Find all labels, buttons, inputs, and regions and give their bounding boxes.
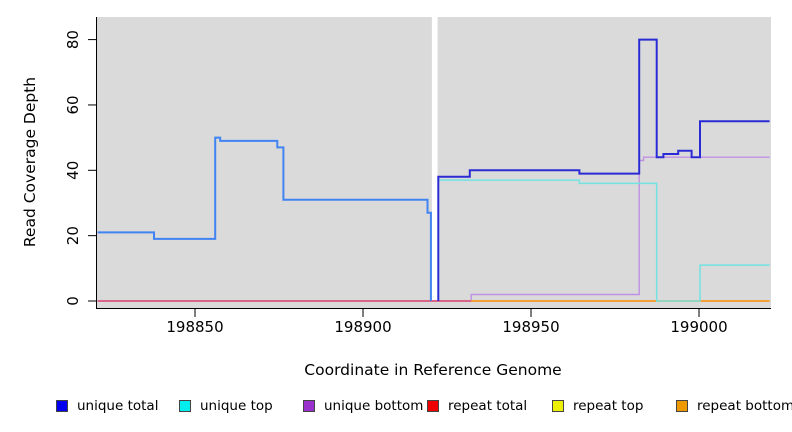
legend-label: repeat total [448, 398, 528, 414]
legend-swatch-repeat-total [427, 400, 439, 412]
legend-label: unique bottom [324, 398, 424, 414]
y-tick-label: 60 [64, 95, 82, 114]
masked-gap-region [431, 17, 438, 300]
legend-item-repeat-total: repeat total [427, 398, 527, 414]
legend-item-unique-top: unique top [179, 398, 273, 414]
x-tick-label: 198900 [334, 318, 391, 336]
y-tick-label: 40 [64, 161, 82, 180]
series-unique-total-after-gap- [437, 38, 770, 301]
series-unique-total-before-gap- [97, 136, 432, 301]
legend-label: unique top [200, 398, 273, 414]
x-tick-label: 198950 [502, 318, 559, 336]
legend-swatch-repeat-top [552, 400, 564, 412]
x-tick-label: 198850 [166, 318, 223, 336]
series-unique-bottom [97, 156, 770, 302]
series-unique-top [437, 179, 770, 302]
y-axis-title: Read Coverage Depth [21, 76, 39, 248]
legend: unique total unique top unique bottom repea… [0, 398, 792, 418]
legend-swatch-unique-total [56, 400, 68, 412]
legend-label: repeat bottom [697, 398, 792, 414]
x-axis-title: Coordinate in Reference Genome [304, 361, 562, 379]
legend-item-repeat-top: repeat top [552, 398, 643, 414]
plot-canvas: 198850 198900 198950 199000 0 20 40 60 80 [64, 17, 771, 336]
y-tick-label: 80 [64, 30, 82, 49]
legend-item-unique-total: unique total [56, 398, 158, 414]
legend-swatch-unique-top [179, 400, 191, 412]
legend-swatch-repeat-bottom [676, 400, 688, 412]
y-tick-label: 20 [64, 226, 82, 245]
legend-label: unique total [77, 398, 159, 414]
legend-item-unique-bottom: unique bottom [303, 398, 423, 414]
legend-swatch-unique-bottom [303, 400, 315, 412]
y-tick-label: 0 [64, 296, 82, 306]
legend-item-repeat-bottom: repeat bottom [676, 398, 792, 414]
legend-label: repeat top [573, 398, 644, 414]
x-tick-label: 199000 [670, 318, 727, 336]
